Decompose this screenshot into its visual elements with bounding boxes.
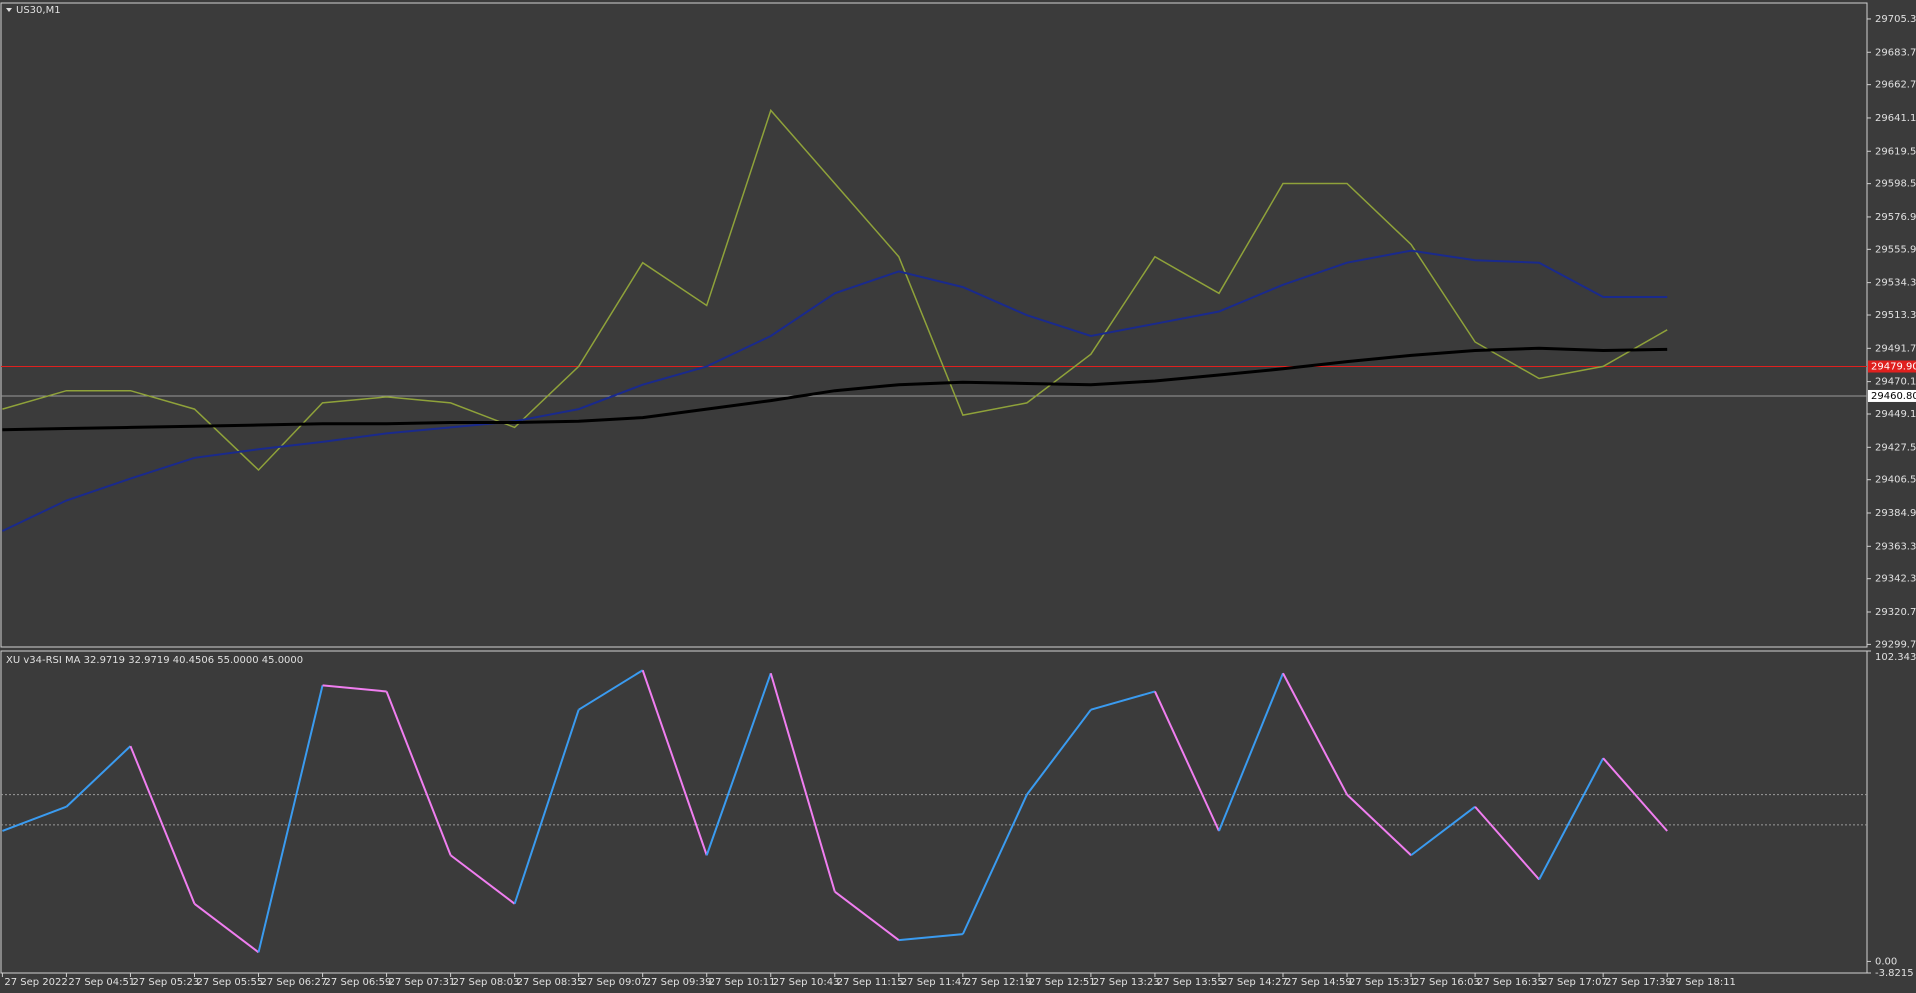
rsi-segment (769, 672, 836, 892)
rsi-segment (961, 794, 1028, 935)
x-tick-label: 27 Sep 12:51 (1029, 977, 1096, 988)
rsi-segment (1090, 690, 1156, 711)
x-tick-label: 27 Sep 12:19 (965, 977, 1032, 988)
x-tick-label: 27 Sep 05:23 (132, 977, 199, 988)
x-tick-label: 27 Sep 15:31 (1349, 977, 1416, 988)
price-panel (0, 2, 1868, 648)
y-tick-label: 29662.70 (1875, 80, 1916, 91)
x-tick-label: 27 Sep 10:43 (773, 977, 840, 988)
rsi-segment (705, 672, 772, 856)
rsi-segment (65, 745, 132, 808)
rsi-panel (0, 650, 1868, 974)
y-tick-label: 29555.90 (1875, 244, 1916, 255)
x-tick-label: 27 Sep 06:59 (325, 977, 392, 988)
y-tick-label: 29576.90 (1875, 212, 1916, 223)
rsi-segment (450, 854, 516, 905)
x-tick-label: 27 Sep 14:59 (1285, 977, 1352, 988)
indicator-title: XU v34-RSI MA 32.9719 32.9719 40.4506 55… (6, 655, 303, 666)
rsi-segment (834, 890, 900, 941)
rsi-segment (322, 684, 387, 693)
rsi-segment (1346, 793, 1412, 856)
x-tick-label: 27 Sep 13:23 (1093, 977, 1160, 988)
rsi-segment (1026, 709, 1092, 796)
y-tick-label: 102.3439 (1875, 652, 1916, 663)
rsi-segment (1410, 805, 1476, 857)
x-tick-label: 27 Sep 08:03 (453, 977, 520, 988)
rsi-segment (1538, 757, 1605, 880)
x-tick-label: 27 Sep 08:35 (517, 977, 584, 988)
price-label: 29460.80 (1871, 391, 1916, 402)
x-tick-label: 27 Sep 16:35 (1477, 977, 1544, 988)
rsi-segment (1218, 672, 1284, 832)
rsi-segment (193, 902, 260, 954)
y-tick-label: 29619.50 (1875, 146, 1916, 157)
rsi-segment (257, 685, 324, 953)
x-tick-label: 27 Sep 04:51 (68, 977, 135, 988)
series-line (1, 249, 1668, 532)
rsi-segment (385, 691, 452, 856)
y-tick-label: 0.00 (1875, 956, 1897, 967)
x-tick-label: 27 Sep 09:39 (645, 977, 712, 988)
rsi-segment (513, 709, 580, 905)
price-label-box (1868, 360, 1916, 373)
x-tick-label: 27 Sep 05:55 (196, 977, 263, 988)
y-tick-label: 29491.70 (1875, 343, 1916, 354)
y-tick-label: 29513.30 (1875, 310, 1916, 321)
y-tick-label: 29683.70 (1875, 47, 1916, 58)
y-tick-label: 29427.50 (1875, 442, 1916, 453)
rsi-segment (641, 669, 708, 856)
y-tick-label: -3.8215 (1875, 968, 1914, 979)
y-tick-label: 29449.10 (1875, 409, 1916, 420)
price-label-box (1868, 389, 1916, 402)
price-label: 29479.90 (1871, 362, 1916, 373)
y-tick-label: 29470.10 (1875, 377, 1916, 388)
rsi-segment (578, 669, 644, 711)
rsi-segment (129, 745, 196, 905)
y-tick-label: 29705.30 (1875, 14, 1916, 25)
y-tick-label: 29384.90 (1875, 508, 1916, 519)
x-tick-label: 27 Sep 11:15 (837, 977, 904, 988)
y-tick-label: 29320.70 (1875, 607, 1916, 618)
series-line (2, 346, 1668, 432)
x-tick-label: 27 Sep 18:11 (1669, 977, 1736, 988)
y-tick-label: 29342.30 (1875, 574, 1916, 585)
y-tick-label: 29406.50 (1875, 475, 1916, 486)
rsi-segment (2, 805, 67, 832)
x-tick-label: 27 Sep 07:31 (389, 977, 456, 988)
rsi-segment (1602, 757, 1668, 832)
y-tick-label: 29534.30 (1875, 278, 1916, 289)
rsi-segment (1282, 672, 1348, 796)
x-tick-label: 27 Sep 11:47 (901, 977, 968, 988)
y-tick-label: 29641.10 (1875, 113, 1916, 124)
y-tick-label: 29299.70 (1875, 639, 1916, 650)
y-tick-label: 29598.50 (1875, 179, 1916, 190)
symbol-title: US30,M1 (16, 5, 61, 16)
y-tick-label: 29363.30 (1875, 541, 1916, 552)
x-tick-label: 27 Sep 2022 (4, 977, 67, 988)
rsi-segment (898, 933, 963, 942)
rsi-segment (1474, 806, 1540, 881)
x-tick-label: 27 Sep 17:39 (1605, 977, 1672, 988)
x-tick-label: 27 Sep 17:07 (1541, 977, 1608, 988)
x-tick-label: 27 Sep 14:27 (1221, 977, 1288, 988)
x-tick-label: 27 Sep 10:11 (709, 977, 776, 988)
x-tick-label: 27 Sep 13:55 (1157, 977, 1224, 988)
x-tick-label: 27 Sep 06:27 (261, 977, 328, 988)
x-tick-label: 27 Sep 16:03 (1413, 977, 1480, 988)
rsi-segment (1154, 691, 1220, 832)
x-tick-label: 27 Sep 09:07 (581, 977, 648, 988)
menu-arrow[interactable] (6, 8, 12, 12)
